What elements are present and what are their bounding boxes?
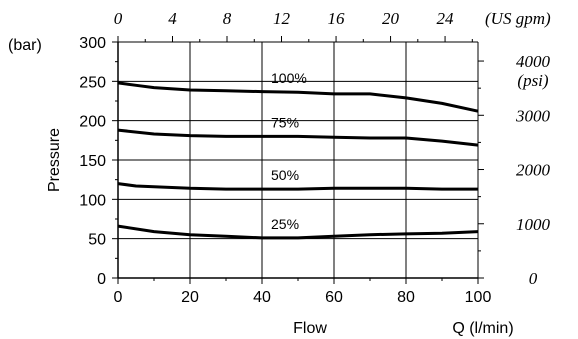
y-axis-unit: (bar) xyxy=(8,37,42,54)
y-tick-label: 100 xyxy=(79,192,106,209)
y-tick-label: 0 xyxy=(97,271,106,288)
top-tick-label: 20 xyxy=(382,9,400,28)
series-lines xyxy=(117,81,479,240)
series-label: 100% xyxy=(271,70,307,86)
series-label: 75% xyxy=(271,114,299,130)
y-tick-label: 50 xyxy=(88,232,106,249)
x-tick-label: 80 xyxy=(397,289,415,306)
axes xyxy=(112,36,484,284)
right-axis-unit: (psi) xyxy=(517,71,549,90)
series-label: 25% xyxy=(271,216,299,232)
top-tick-label: 8 xyxy=(223,9,232,28)
top-axis-unit: (US gpm) xyxy=(485,9,551,28)
y-tick-label: 150 xyxy=(79,153,106,170)
right-tick-label: 4000 xyxy=(516,52,551,71)
right-tick-label: 3000 xyxy=(515,106,551,125)
top-tick-label: 24 xyxy=(437,9,455,28)
y-tick-label: 250 xyxy=(79,74,106,91)
x-tick-label: 20 xyxy=(181,289,199,306)
top-tick-label: 0 xyxy=(114,9,123,28)
series-line xyxy=(117,182,478,191)
top-tick-label: 4 xyxy=(168,9,177,28)
right-tick-label: 0 xyxy=(529,269,538,288)
y-axis-label: Pressure xyxy=(46,128,63,192)
series-line xyxy=(117,128,479,147)
series-line xyxy=(117,224,479,240)
x-axis-unit: Q (l/min) xyxy=(452,320,513,337)
x-tick-label: 40 xyxy=(253,289,271,306)
x-tick-label: 100 xyxy=(465,289,492,306)
right-tick-label: 2000 xyxy=(516,161,551,180)
x-tick-label: 0 xyxy=(114,289,123,306)
top-tick-label: 12 xyxy=(273,9,291,28)
y-tick-label: 200 xyxy=(79,114,106,131)
series-labels: 100% 75% 50% 25% xyxy=(271,70,307,232)
x-tick-label: 60 xyxy=(325,289,343,306)
top-tick-label: 16 xyxy=(328,9,346,28)
series-label: 50% xyxy=(271,167,299,183)
right-tick-label: 1000 xyxy=(516,215,551,234)
series-line xyxy=(117,81,479,113)
y-tick-label: 300 xyxy=(79,35,106,52)
x-axis-label: Flow xyxy=(293,320,327,337)
